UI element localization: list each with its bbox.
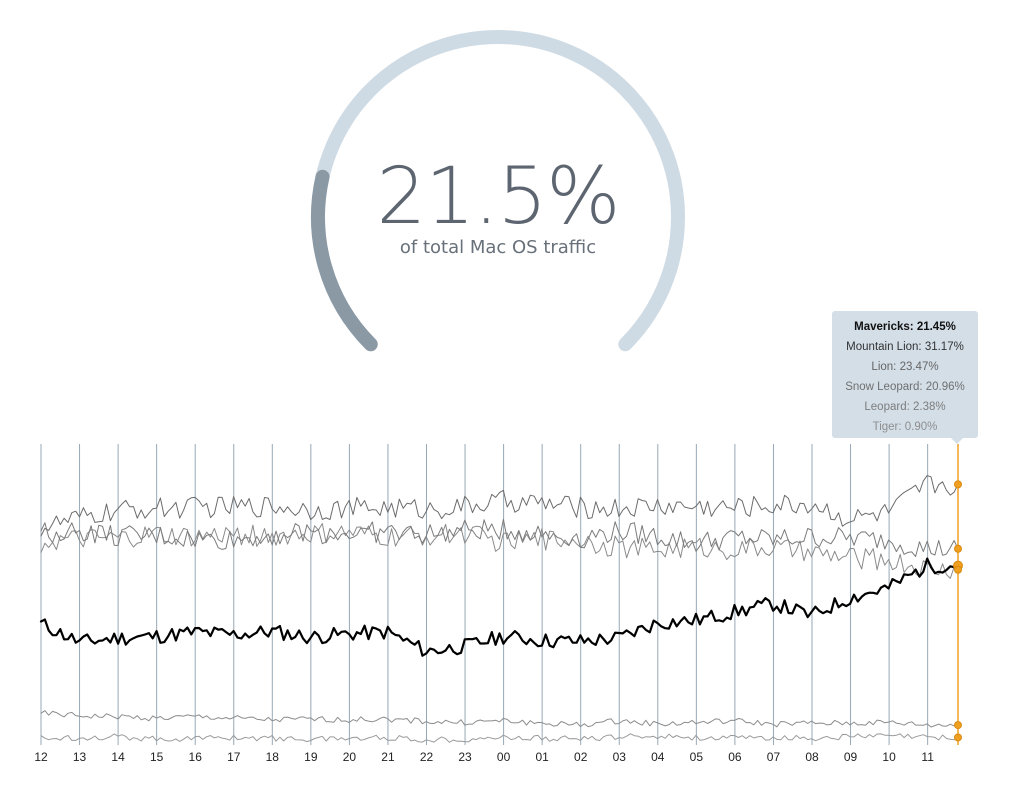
tooltip-label: Lion (871, 361, 899, 373)
x-tick-label: 23 (458, 750, 472, 764)
hover-point-leopard (954, 721, 962, 730)
series-line-snow-leopard (40, 523, 959, 579)
tooltip-label: Mountain Lion (846, 341, 925, 353)
x-tick-label: 16 (189, 750, 203, 764)
gauge-fill (311, 169, 378, 352)
tooltip-value: 20.96% (925, 381, 965, 393)
hover-point-mountain-lion (954, 480, 962, 489)
series-line-mountain-lion (40, 475, 959, 537)
x-tick-label: 00 (497, 750, 511, 764)
series-line-tiger (40, 733, 959, 743)
x-tick-label: 14 (111, 750, 125, 764)
tooltip-value: 0.90% (904, 421, 938, 433)
tooltip-row-tiger: Tiger0.90% (832, 417, 978, 437)
x-tick-label: 08 (805, 750, 819, 764)
tooltip-row-mountain-lion: Mountain Lion31.17% (832, 337, 978, 357)
x-tick-label: 07 (767, 750, 781, 764)
x-tick-label: 05 (690, 750, 704, 764)
x-axis: 12 13 14 15 16 17 18 19 20 21 22 23 00 01 02 03 04 05 06 07… (34, 750, 934, 764)
gauge-caption: of total Mac OS traffic (399, 237, 597, 258)
series-lines (39, 475, 960, 743)
x-tick-label: 13 (73, 750, 87, 764)
x-tick-label: 04 (651, 750, 665, 764)
x-tick-label: 03 (613, 750, 627, 764)
x-tick-label: 01 (535, 750, 549, 764)
x-tick-label: 10 (882, 750, 896, 764)
gauge-value: 21.5% (376, 152, 621, 242)
tooltip-row-snow-leopard: Snow Leopard20.96% (832, 377, 978, 397)
x-tick-label: 21 (381, 750, 395, 764)
series-line-leopard (40, 710, 959, 728)
gridlines (40, 444, 929, 745)
tooltip-row-leopard: Leopard2.38% (832, 397, 978, 417)
tooltip-label: Leopard (864, 401, 913, 413)
hover-point-lion (954, 544, 962, 553)
gauge (311, 30, 685, 352)
tooltip-arrow (951, 438, 963, 444)
x-tick-label: 18 (266, 750, 280, 764)
tooltip-value: 23.47% (899, 361, 939, 373)
x-tick-label: 11 (921, 750, 934, 764)
x-tick-label: 20 (343, 750, 357, 764)
x-tick-label: 22 (420, 750, 434, 764)
tooltip-value: 2.38% (913, 401, 946, 413)
tooltip-label: Snow Leopard (845, 381, 926, 393)
tooltip-value: 21.45% (916, 321, 956, 333)
x-tick-label: 17 (227, 750, 241, 764)
x-tick-label: 12 (34, 750, 48, 764)
tooltip-value: 31.17% (924, 341, 964, 353)
tooltip-label: Tiger (873, 421, 905, 433)
x-tick-label: 02 (574, 750, 588, 764)
tooltip-row-mavericks: Mavericks21.45% (832, 317, 978, 337)
x-tick-label: 09 (844, 750, 858, 764)
series-line-mavericks (39, 557, 960, 657)
hover-indicator (953, 444, 963, 745)
series-line-lion (40, 518, 959, 557)
hover-point-tiger (954, 733, 962, 742)
tooltip-row-lion: Lion23.47% (832, 357, 978, 377)
x-tick-label: 19 (304, 750, 318, 764)
x-tick-label: 06 (728, 750, 742, 764)
tooltip-label: Mavericks (854, 321, 917, 333)
tooltip: Mavericks21.45% Mountain Lion31.17% Lion… (832, 311, 978, 438)
x-tick-label: 15 (150, 750, 164, 764)
hover-point-snow-leopard (954, 565, 962, 574)
